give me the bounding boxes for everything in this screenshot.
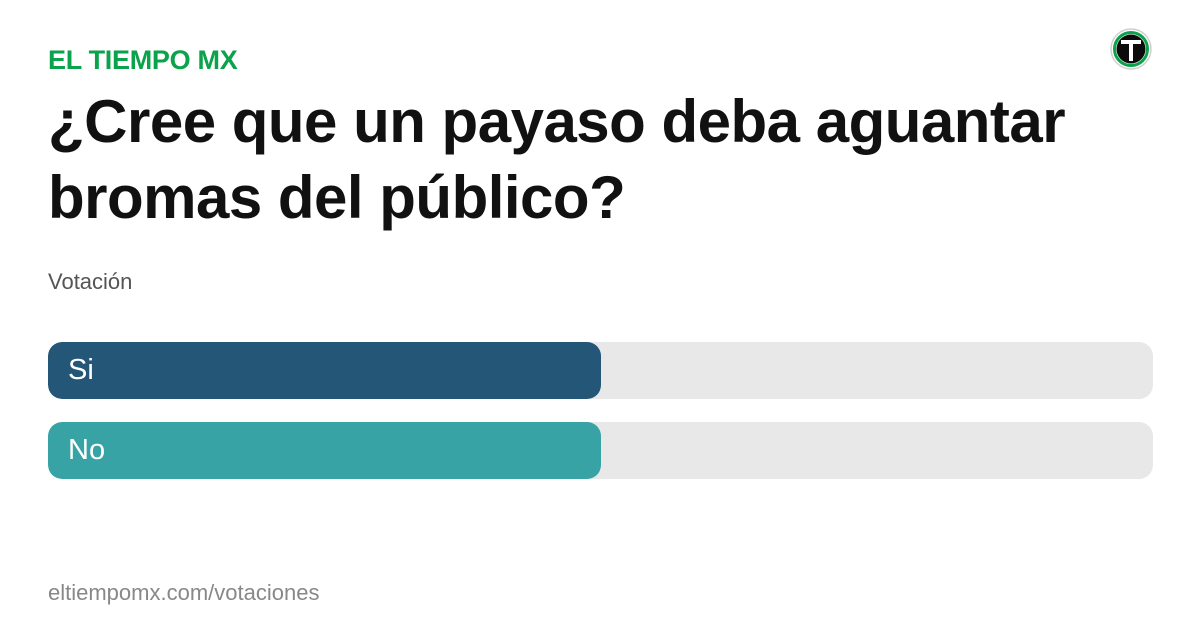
poll-option-si[interactable]: Si: [48, 342, 1153, 399]
logo-t-stem: [1129, 40, 1133, 61]
poll-question-title: ¿Cree que un payaso deba aguantar bromas…: [48, 88, 1066, 231]
poll-option-no-label: No: [68, 434, 106, 466]
footer-url: eltiempomx.com/votaciones: [48, 580, 320, 605]
brand-name: EL TIEMPO MX: [48, 45, 238, 75]
poll-subtitle: Votación: [48, 269, 133, 294]
poll-option-no-bar: [48, 422, 601, 479]
poll-option-no[interactable]: No: [48, 422, 1153, 479]
logo-green-ring: [1113, 31, 1149, 67]
poll-options: Si No: [48, 342, 1153, 502]
poll-option-si-label: Si: [68, 354, 94, 386]
poll-option-si-bar: [48, 342, 601, 399]
el-tiempo-logo-icon: [1110, 28, 1152, 70]
